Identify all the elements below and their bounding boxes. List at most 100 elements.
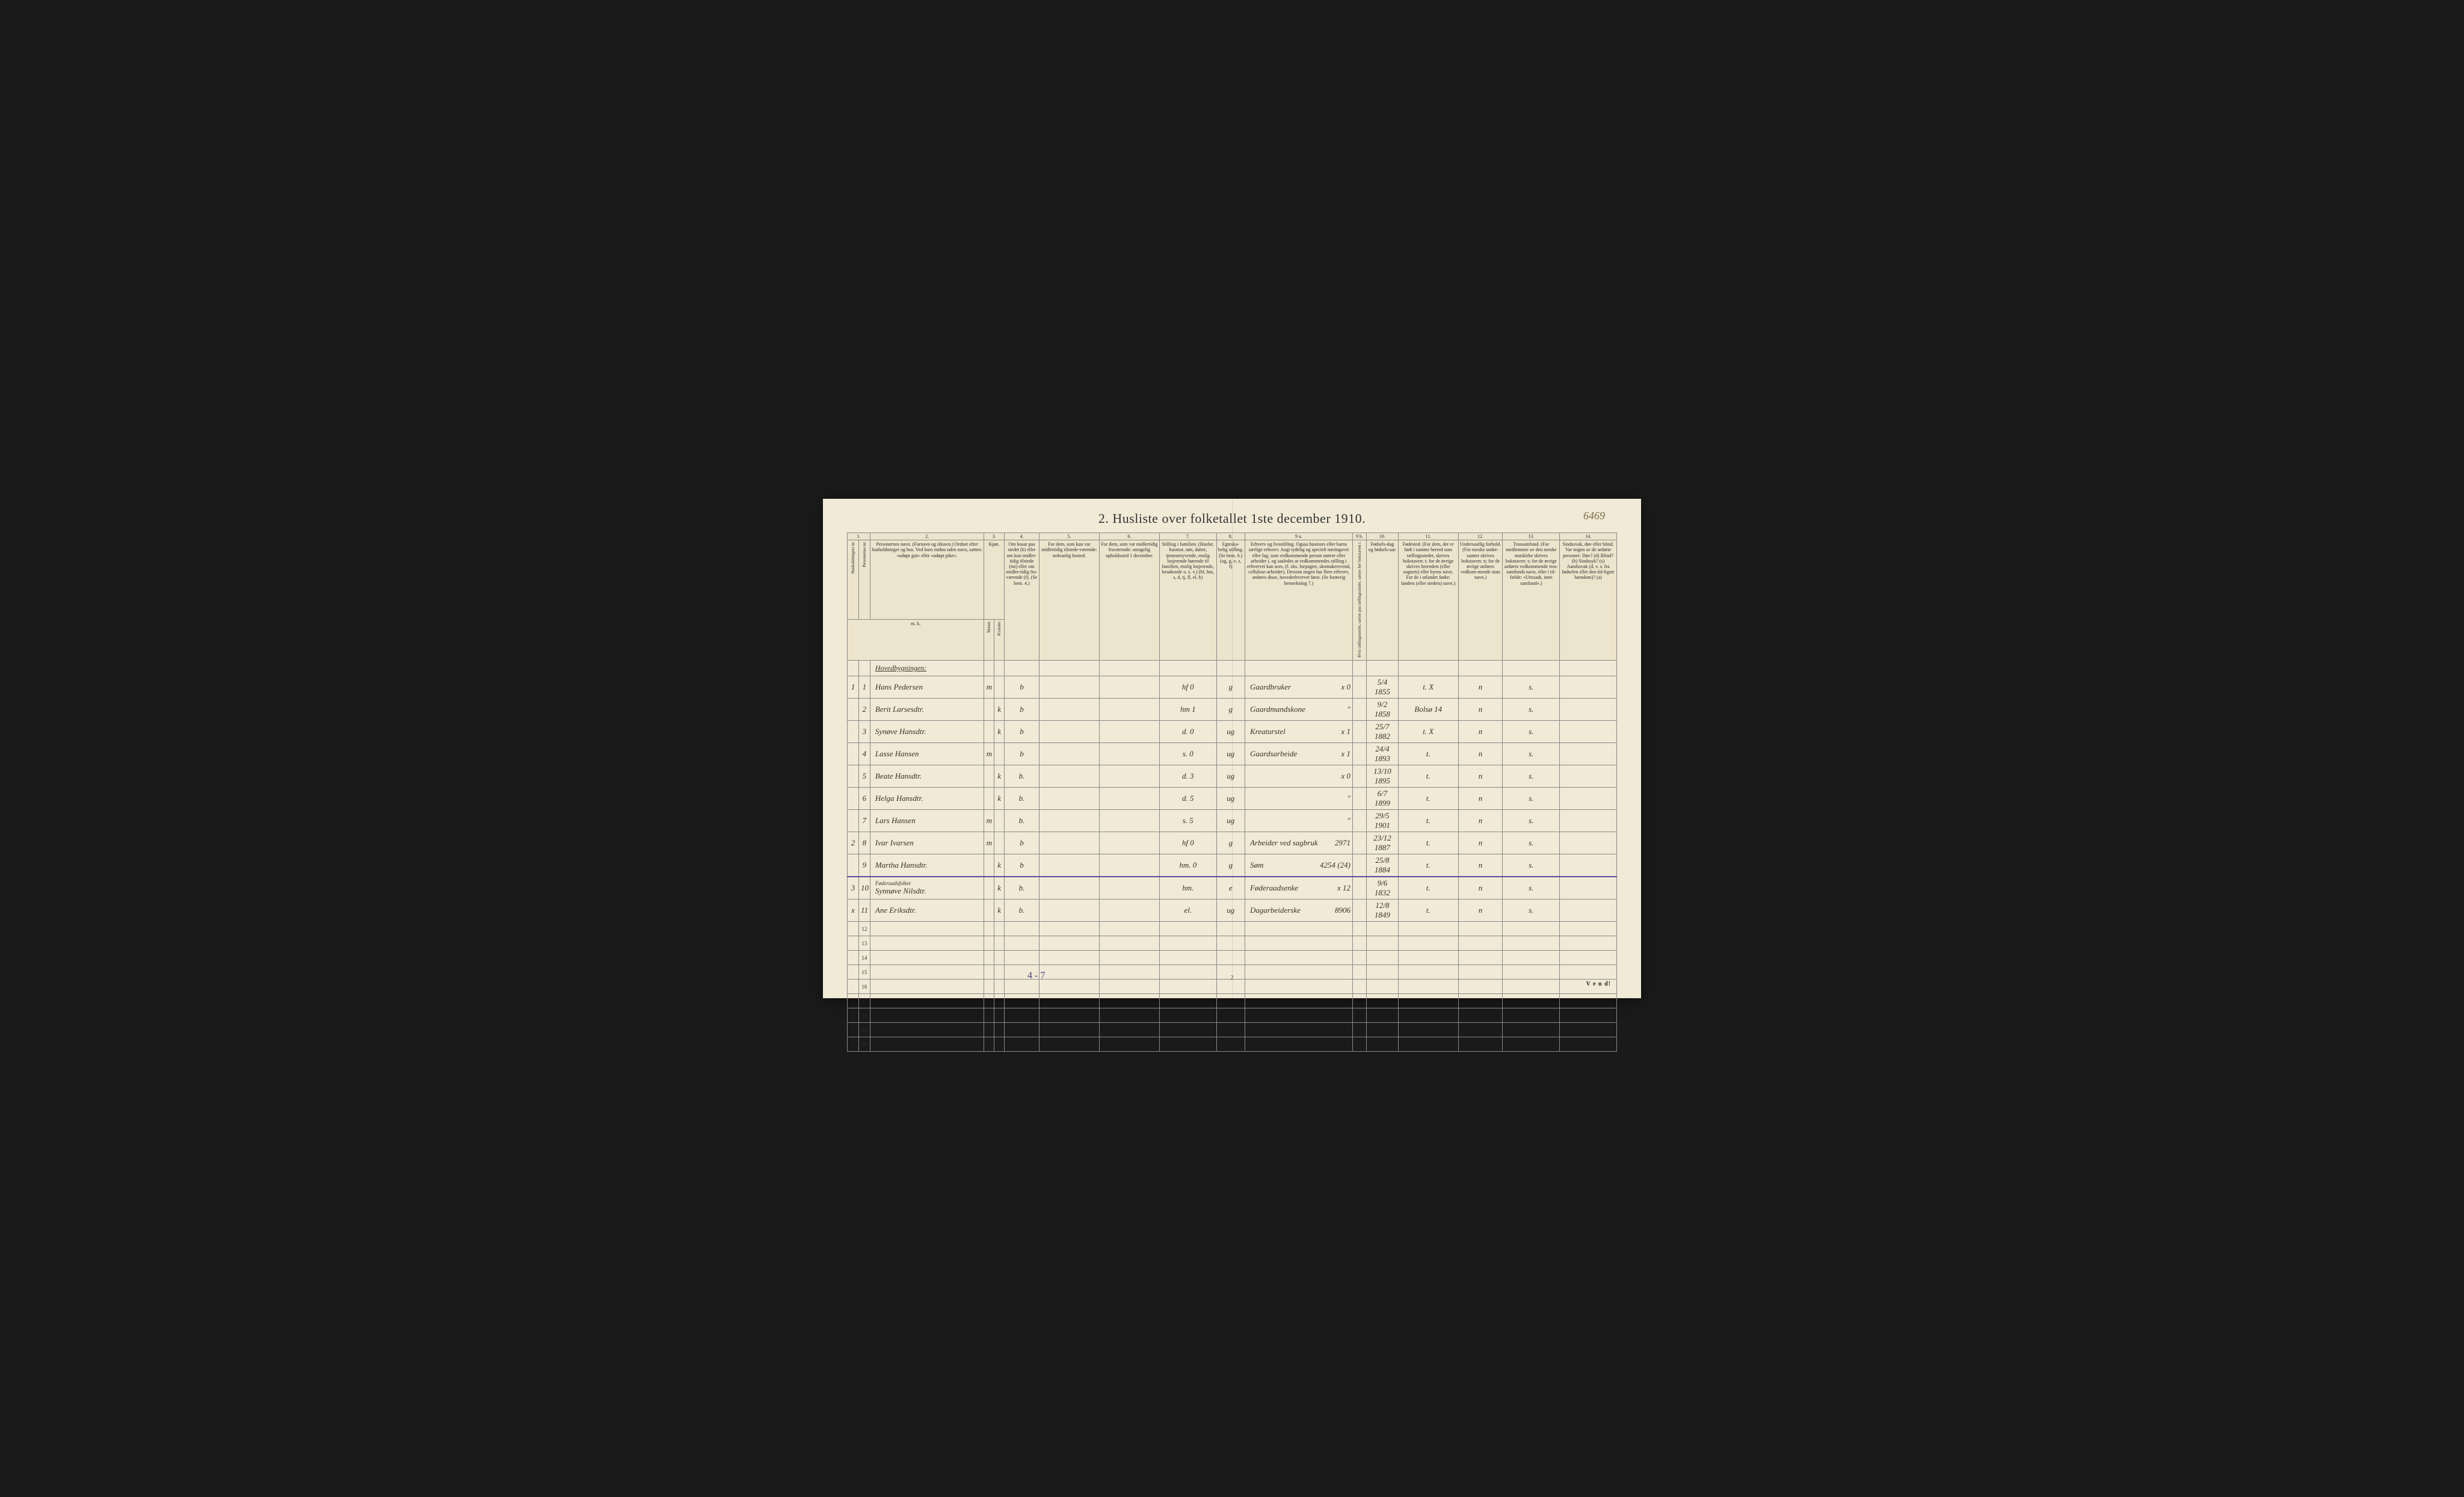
cell-male <box>984 877 994 900</box>
cell-disability <box>1560 721 1617 743</box>
cell-person-no: 8 <box>858 832 870 854</box>
cell-marital: g <box>1216 832 1245 854</box>
cell-name: FøderaadsfolketSynnøve Nilsdtr. <box>870 877 984 900</box>
census-page: 6469 2. Husliste over folketallet 1ste d… <box>823 499 1641 998</box>
cell-marital: g <box>1216 699 1245 721</box>
cell-household <box>848 721 859 743</box>
cell-temp-present <box>1039 854 1099 877</box>
cell-female <box>994 676 1005 699</box>
cell-temp-absent <box>1099 743 1159 765</box>
cell-9b <box>1352 854 1366 877</box>
cell-occupation: " <box>1245 788 1352 810</box>
cell-household <box>848 765 859 788</box>
cell-female: k <box>994 900 1005 922</box>
cell-nationality: n <box>1458 900 1503 922</box>
hdr-mk-spacer: m. k. <box>848 619 984 660</box>
cell-household <box>848 699 859 721</box>
section-row: Hovedbygningen: <box>848 661 1617 676</box>
cell-family: hf 0 <box>1159 676 1216 699</box>
cell-person-no: 17 <box>858 994 870 1008</box>
cell-temp-present <box>1039 676 1099 699</box>
colnum-14: 14. <box>1560 533 1617 540</box>
cell-occupation: Arbeider ved sagbruk 2971 <box>1245 832 1352 854</box>
cell-family: s. 0 <box>1159 743 1216 765</box>
header-main-row: Husholdningers nr. Personernes nr. Perso… <box>848 540 1617 619</box>
cell-religion: s. <box>1503 788 1560 810</box>
cell-male: m <box>984 743 994 765</box>
cell-temp-present <box>1039 721 1099 743</box>
bottom-annotation: 4 - 7 <box>1027 971 1045 981</box>
cell-occupation: Dagarbeiderske 8906 <box>1245 900 1352 922</box>
cell-residence: b <box>1005 832 1040 854</box>
cell-occupation: Søm 4254 (24) <box>1245 854 1352 877</box>
colnum-6: 6. <box>1099 533 1159 540</box>
cell-9b <box>1352 900 1366 922</box>
cell-disability <box>1560 699 1617 721</box>
table-row: 7Lars Hansenmb.s. 5ug "29/5 1901t.ns. <box>848 810 1617 832</box>
cell-male: m <box>984 810 994 832</box>
cell-household: 2 <box>848 832 859 854</box>
cell-dob: 12/8 1849 <box>1367 900 1399 922</box>
cell-temp-absent <box>1099 900 1159 922</box>
cell-female: k <box>994 877 1005 900</box>
cell-birthplace: t. <box>1398 765 1458 788</box>
section-label: Hovedbygningen: <box>870 661 984 676</box>
cell-occupation: Føderaadsenke x 12 <box>1245 877 1352 900</box>
cell-religion: s. <box>1503 721 1560 743</box>
cell-religion: s. <box>1503 699 1560 721</box>
page-number: 2 <box>1231 975 1234 981</box>
cell-dob: 24/4 1893 <box>1367 743 1399 765</box>
cell-birthplace: t. <box>1398 788 1458 810</box>
cell-family: hm. <box>1159 877 1216 900</box>
cell-9b <box>1352 877 1366 900</box>
cell-person-no: 12 <box>858 922 870 936</box>
cell-household <box>848 854 859 877</box>
hdr-family-position: Stilling i familien. (Husfar, husmor, sø… <box>1159 540 1216 661</box>
cell-person-no: 13 <box>858 936 870 951</box>
cell-nationality: n <box>1458 765 1503 788</box>
table-row: 9Martha Hansdtr.kbhm. 0gSøm 4254 (24)25/… <box>848 854 1617 877</box>
cell-residence: b. <box>1005 810 1040 832</box>
hdr-disability: Sindssvak, døv eller blind. Var nogen av… <box>1560 540 1617 661</box>
vend-label: V e n d! <box>1586 981 1611 987</box>
cell-name: Lasse Hansen <box>870 743 984 765</box>
cell-occupation: Kreaturstel x 1 <box>1245 721 1352 743</box>
cell-disability <box>1560 810 1617 832</box>
cell-temp-absent <box>1099 765 1159 788</box>
cell-household: x <box>848 900 859 922</box>
cell-person-no: 5 <box>858 765 870 788</box>
cell-male <box>984 765 994 788</box>
table-row-blank: 18 <box>848 1008 1617 1023</box>
cell-marital: g <box>1216 676 1245 699</box>
cell-family: hm 1 <box>1159 699 1216 721</box>
table-row: 11Hans Pedersenmbhf 0gGaardbruker x 05/4… <box>848 676 1617 699</box>
cell-temp-absent <box>1099 832 1159 854</box>
cell-person-no: 15 <box>858 965 870 980</box>
cell-person-no: 11 <box>858 900 870 922</box>
colnum-2: 2. <box>870 533 984 540</box>
cell-name: Berit Larsesdtr. <box>870 699 984 721</box>
cell-person-no: 6 <box>858 788 870 810</box>
cell-dob: 23/12 1887 <box>1367 832 1399 854</box>
cell-dob: 9/2 1858 <box>1367 699 1399 721</box>
cell-9b <box>1352 699 1366 721</box>
cell-person-no: 20 <box>858 1037 870 1052</box>
table-row-blank: 16 <box>848 980 1617 994</box>
cell-temp-absent <box>1099 810 1159 832</box>
corner-annotation: 6469 <box>1583 510 1605 522</box>
cell-male <box>984 788 994 810</box>
cell-name: Ane Eriksdtr. <box>870 900 984 922</box>
cell-marital: g <box>1216 854 1245 877</box>
cell-temp-present <box>1039 900 1099 922</box>
cell-occupation: Gaardbruker x 0 <box>1245 676 1352 699</box>
table-row-blank: 13 <box>848 936 1617 951</box>
cell-religion: s. <box>1503 832 1560 854</box>
cell-person-no: 14 <box>858 951 870 965</box>
cell-person-no: 7 <box>858 810 870 832</box>
cell-temp-present <box>1039 832 1099 854</box>
cell-residence: b. <box>1005 765 1040 788</box>
cell-occupation: x 0 <box>1245 765 1352 788</box>
cell-male <box>984 900 994 922</box>
hdr-temp-absent: For dem, som var midlertidig fraværende:… <box>1099 540 1159 661</box>
hdr-religion: Trossamfund. (For medlemmer av den norsk… <box>1503 540 1560 661</box>
